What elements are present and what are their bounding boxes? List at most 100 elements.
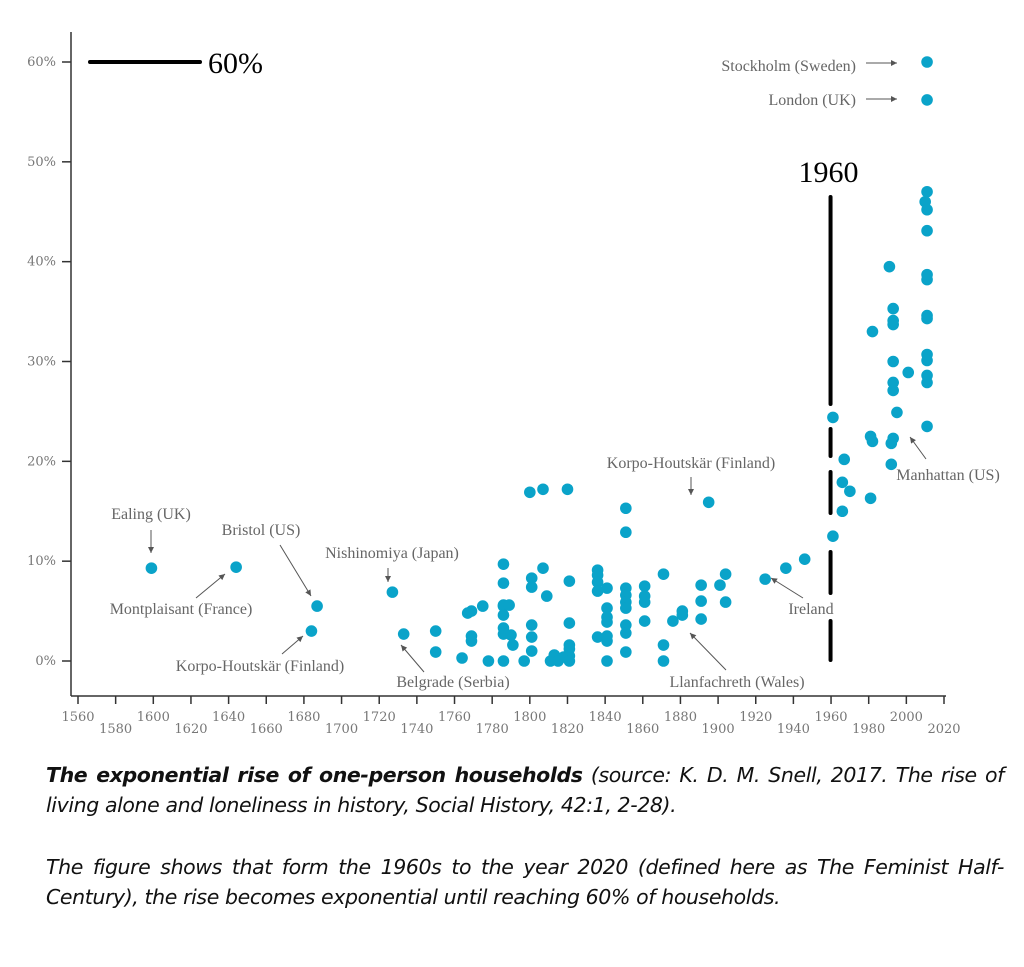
- reference-lines: 60% 1960: [88, 47, 859, 662]
- data-point: [537, 562, 549, 574]
- arrowhead-icon: [218, 574, 225, 581]
- annotation-label: Montplaisant (France): [110, 601, 253, 618]
- data-point: [563, 617, 576, 629]
- y-tick-label: 50%: [27, 155, 56, 170]
- data-point: [695, 613, 707, 625]
- data-point: [505, 629, 517, 641]
- data-point: [482, 655, 495, 667]
- data-point: [638, 615, 651, 627]
- arrowhead-icon: [891, 96, 897, 102]
- x-tick-label: 1860: [626, 722, 659, 737]
- data-point: [866, 325, 879, 338]
- x-tick-label: 1740: [400, 722, 433, 737]
- data-point: [311, 600, 323, 612]
- data-point: [702, 496, 715, 509]
- data-point: [591, 585, 604, 597]
- data-point: [891, 406, 903, 419]
- data-point: [503, 599, 515, 611]
- data-point: [836, 505, 849, 518]
- data-point: [719, 596, 732, 608]
- data-point: [620, 526, 632, 539]
- annotation-arrow: [195, 573, 226, 599]
- data-point: [620, 502, 632, 515]
- x-tick-label: 1680: [287, 710, 320, 725]
- x-tick-label: 1780: [476, 722, 509, 737]
- data-point: [561, 483, 574, 496]
- data-point: [497, 609, 510, 621]
- annotation-label: Manhattan (US): [896, 467, 1000, 484]
- data-point: [525, 581, 538, 593]
- data-point: [638, 580, 651, 592]
- data-point: [921, 354, 933, 367]
- data-point: [525, 645, 538, 657]
- data-point: [497, 558, 510, 570]
- data-point: [676, 605, 689, 617]
- data-point: [537, 483, 549, 496]
- x-tick-label: 1900: [702, 722, 735, 737]
- data-point: [465, 635, 478, 647]
- data-point: [620, 619, 632, 631]
- data-point: [429, 625, 442, 637]
- caption-title: The exponential rise of one-person house…: [46, 763, 583, 787]
- data-point: [591, 631, 604, 643]
- annotation-label: Ireland: [788, 601, 833, 618]
- x-tick-label: 1700: [325, 722, 358, 737]
- arrowhead-icon: [385, 576, 391, 582]
- data-point: [305, 625, 318, 637]
- annotations: Ealing (UK) Montplaisant (France) Bristol …: [110, 58, 1000, 691]
- data-point: [657, 639, 670, 651]
- data-point: [887, 318, 899, 331]
- annotation-label: Korpo-Houtskär (Finland): [176, 658, 344, 675]
- data-point: [827, 530, 839, 543]
- data-point: [497, 655, 510, 667]
- y-tick-label: 60%: [27, 55, 56, 70]
- y-tick-label: 30%: [27, 355, 56, 370]
- annotation-arrow: [689, 632, 727, 671]
- annotation-label: Nishinomiya (Japan): [325, 545, 459, 562]
- y-tick-label: 20%: [27, 454, 56, 469]
- data-point: [230, 561, 242, 573]
- data-point: [507, 639, 519, 651]
- data-point: [780, 562, 792, 574]
- annotation-label: Ealing (UK): [111, 506, 191, 523]
- data-point: [827, 411, 839, 424]
- data-point: [620, 646, 632, 658]
- annotation-label: Stockholm (Sweden): [721, 58, 856, 75]
- data-point: [921, 185, 933, 198]
- x-tick-label: 1760: [438, 710, 471, 725]
- x-tick-label: 1660: [250, 722, 283, 737]
- arrowhead-icon: [771, 578, 778, 584]
- arrowhead-icon: [401, 645, 408, 652]
- arrowhead-icon: [305, 589, 311, 596]
- data-point: [601, 616, 613, 628]
- reference-label-60-percent: 60%: [208, 47, 263, 80]
- x-tick-label: 1920: [739, 710, 772, 725]
- x-tick-label: 1820: [551, 722, 584, 737]
- data-point: [465, 605, 478, 617]
- arrowhead-icon: [891, 60, 897, 66]
- data-point: [638, 596, 651, 608]
- data-point: [921, 376, 933, 389]
- data-point: [145, 562, 158, 574]
- data-point: [525, 619, 538, 631]
- data-point: [518, 655, 530, 667]
- x-tick-label: 1560: [61, 710, 94, 725]
- y-tick-label: 0%: [35, 654, 56, 669]
- data-point: [719, 568, 732, 580]
- x-tick-label: 1840: [589, 710, 622, 725]
- data-point: [563, 655, 576, 667]
- x-tick-label: 1800: [513, 710, 546, 725]
- data-point: [601, 655, 613, 667]
- data-point: [838, 453, 851, 466]
- arrowhead-icon: [690, 633, 697, 640]
- data-point: [476, 600, 489, 612]
- data-point: [883, 260, 896, 273]
- annotation-arrow: [770, 577, 804, 599]
- x-tick-label: 1620: [174, 722, 207, 737]
- data-point: [667, 615, 679, 627]
- data-point: [866, 435, 879, 448]
- x-tick-label: 2020: [927, 722, 960, 737]
- data-point: [921, 56, 933, 68]
- x-tick-label: 1640: [212, 710, 245, 725]
- data-point: [620, 602, 632, 614]
